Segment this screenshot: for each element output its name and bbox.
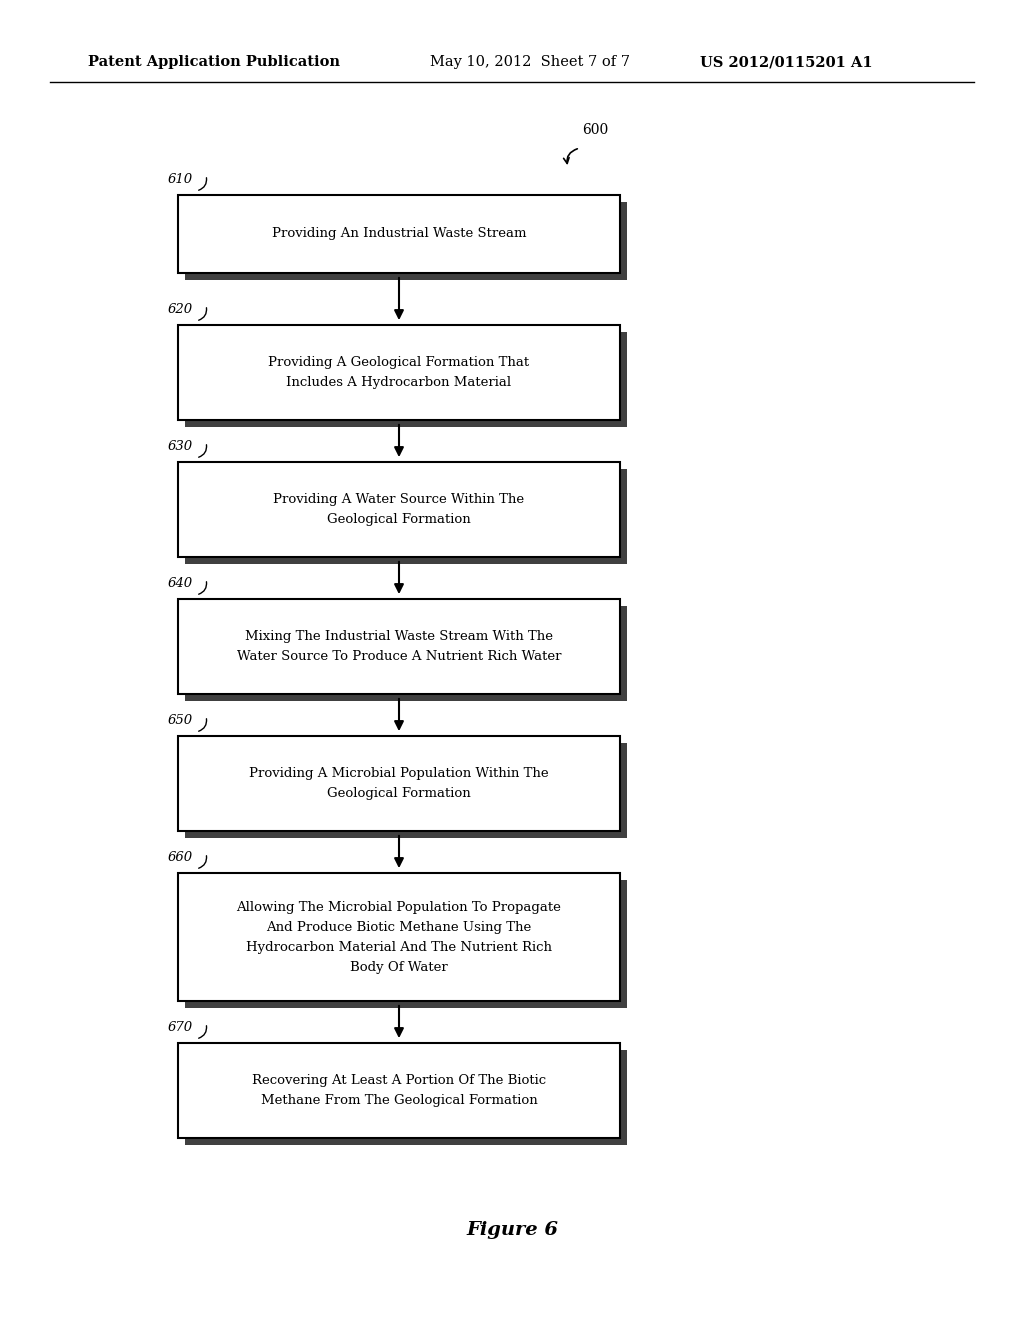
Bar — [185, 1049, 627, 1144]
Bar — [178, 599, 620, 694]
Bar — [178, 737, 620, 832]
Bar — [185, 743, 627, 838]
Text: 660: 660 — [168, 851, 194, 865]
Text: Providing A Water Source Within The: Providing A Water Source Within The — [273, 492, 524, 506]
Bar — [185, 333, 627, 426]
Bar — [178, 195, 620, 273]
Text: Water Source To Produce A Nutrient Rich Water: Water Source To Produce A Nutrient Rich … — [237, 649, 561, 663]
Text: US 2012/0115201 A1: US 2012/0115201 A1 — [700, 55, 872, 69]
Text: 650: 650 — [168, 714, 194, 727]
Text: Methane From The Geological Formation: Methane From The Geological Formation — [261, 1094, 538, 1107]
Text: May 10, 2012  Sheet 7 of 7: May 10, 2012 Sheet 7 of 7 — [430, 55, 630, 69]
Text: Patent Application Publication: Patent Application Publication — [88, 55, 340, 69]
Text: Mixing The Industrial Waste Stream With The: Mixing The Industrial Waste Stream With … — [245, 630, 553, 643]
Text: 670: 670 — [168, 1020, 194, 1034]
Bar — [178, 873, 620, 1001]
Text: And Produce Biotic Methane Using The: And Produce Biotic Methane Using The — [266, 920, 531, 933]
Text: Providing An Industrial Waste Stream: Providing An Industrial Waste Stream — [271, 227, 526, 240]
Text: Recovering At Least A Portion Of The Biotic: Recovering At Least A Portion Of The Bio… — [252, 1074, 546, 1086]
Text: Body Of Water: Body Of Water — [350, 961, 447, 974]
Text: 620: 620 — [168, 304, 194, 315]
Bar — [178, 462, 620, 557]
Bar — [178, 325, 620, 420]
Text: Figure 6: Figure 6 — [466, 1221, 558, 1239]
Text: Includes A Hydrocarbon Material: Includes A Hydrocarbon Material — [287, 376, 512, 389]
Bar — [185, 606, 627, 701]
Text: Hydrocarbon Material And The Nutrient Rich: Hydrocarbon Material And The Nutrient Ri… — [246, 940, 552, 953]
Text: Geological Formation: Geological Formation — [327, 513, 471, 525]
Bar — [178, 1043, 620, 1138]
Text: Providing A Geological Formation That: Providing A Geological Formation That — [268, 356, 529, 370]
Bar — [185, 202, 627, 280]
Text: 600: 600 — [582, 123, 608, 137]
Bar — [185, 469, 627, 564]
Text: Allowing The Microbial Population To Propagate: Allowing The Microbial Population To Pro… — [237, 900, 561, 913]
Bar — [185, 880, 627, 1008]
Text: 640: 640 — [168, 577, 194, 590]
Text: 630: 630 — [168, 440, 194, 453]
Text: Providing A Microbial Population Within The: Providing A Microbial Population Within … — [249, 767, 549, 780]
Text: 610: 610 — [168, 173, 194, 186]
Text: Geological Formation: Geological Formation — [327, 787, 471, 800]
